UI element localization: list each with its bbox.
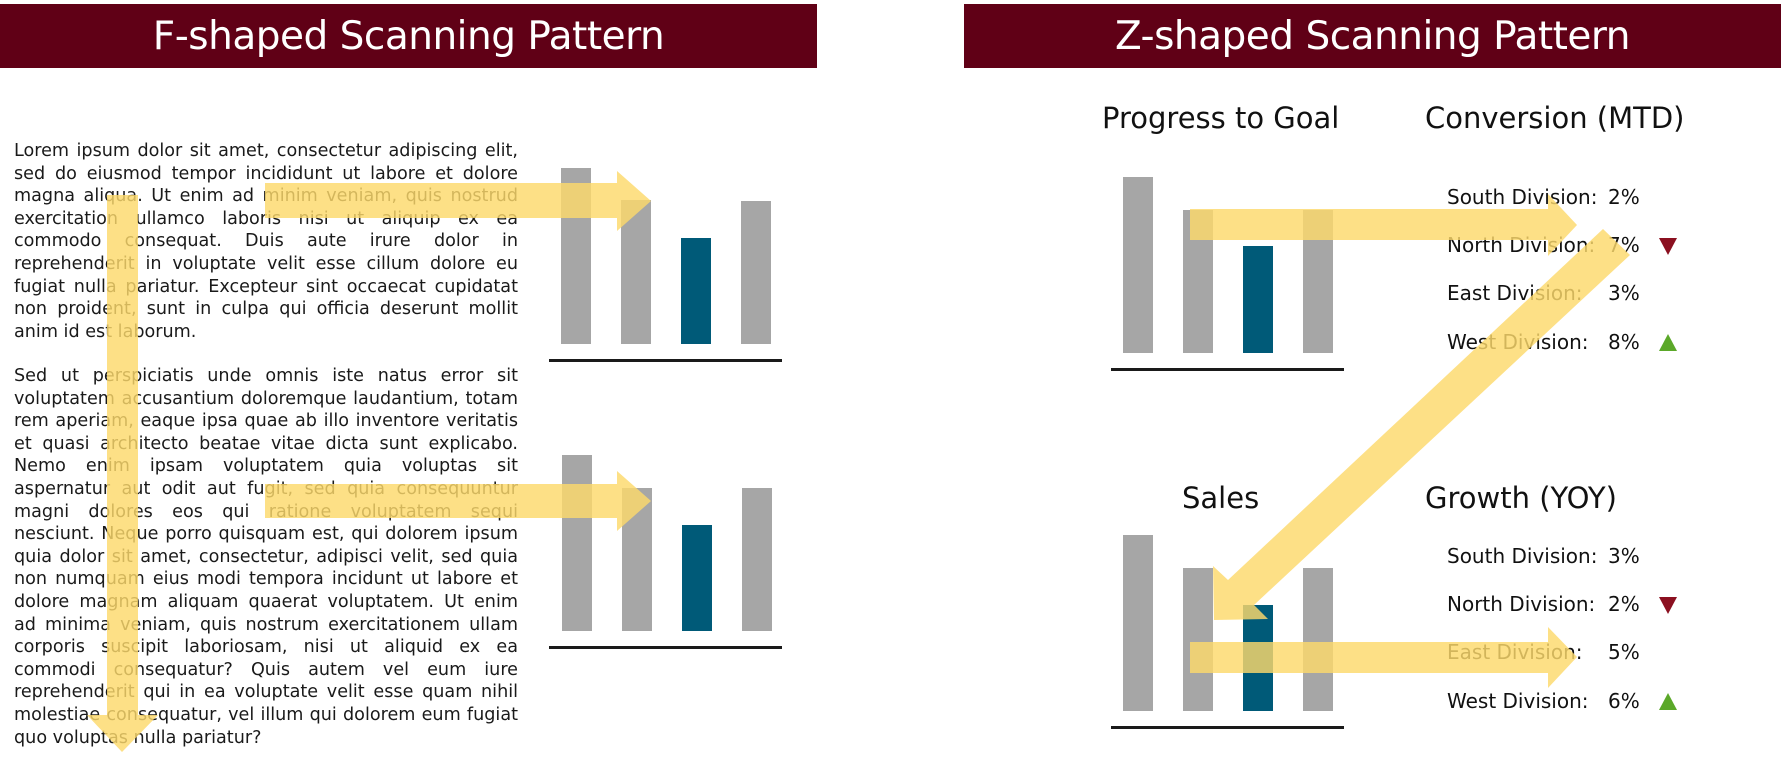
division-name: West Division:	[1447, 689, 1589, 713]
division-value: 5%	[1608, 640, 1640, 664]
f-vertical-arrow	[87, 195, 158, 752]
highlight-bar-3	[681, 238, 711, 344]
bar-2	[621, 200, 651, 344]
z-pattern-header: Z-shaped Scanning Pattern	[964, 4, 1781, 68]
division-value: 2%	[1608, 592, 1640, 616]
chart-baseline	[1111, 368, 1344, 371]
bar-4	[742, 488, 772, 631]
bar-1	[1123, 535, 1153, 711]
trend-down-icon	[1659, 238, 1677, 255]
trend-up-icon	[1659, 693, 1677, 710]
chart-baseline	[1111, 726, 1344, 729]
division-value: 8%	[1608, 330, 1640, 354]
z-bottom-arrow	[1190, 627, 1577, 688]
f-pattern-header: F-shaped Scanning Pattern	[0, 4, 817, 68]
z-diagonal-arrow	[1213, 229, 1630, 620]
division-value: 2%	[1608, 185, 1640, 209]
division-name: North Division:	[1447, 592, 1596, 616]
highlight-bar-3	[682, 525, 712, 631]
division-value: 6%	[1608, 689, 1640, 713]
lorem-paragraph-1: Lorem ipsum dolor sit amet, consectetur …	[14, 141, 518, 342]
sales-title: Sales	[1182, 481, 1260, 515]
growth-title: Growth (YOY)	[1425, 481, 1617, 515]
f-middle-arrow	[265, 471, 651, 531]
chart-baseline	[549, 646, 782, 649]
conversion-title: Conversion (MTD)	[1425, 101, 1685, 135]
trend-up-icon	[1659, 334, 1677, 351]
chart-baseline	[549, 359, 782, 362]
trend-down-icon	[1659, 597, 1677, 614]
highlight-bar-3	[1243, 246, 1273, 353]
z-top-arrow	[1190, 194, 1577, 256]
division-name: South Division:	[1447, 185, 1598, 209]
division-name: South Division:	[1447, 544, 1598, 568]
bar-4	[741, 201, 771, 344]
f-top-arrow	[265, 171, 651, 231]
division-value: 3%	[1608, 281, 1640, 305]
bar-4	[1303, 568, 1333, 711]
division-value: 3%	[1608, 544, 1640, 568]
progress-to-goal-title: Progress to Goal	[1102, 101, 1340, 135]
bar-2	[1183, 568, 1213, 711]
bar-1	[1123, 177, 1153, 353]
